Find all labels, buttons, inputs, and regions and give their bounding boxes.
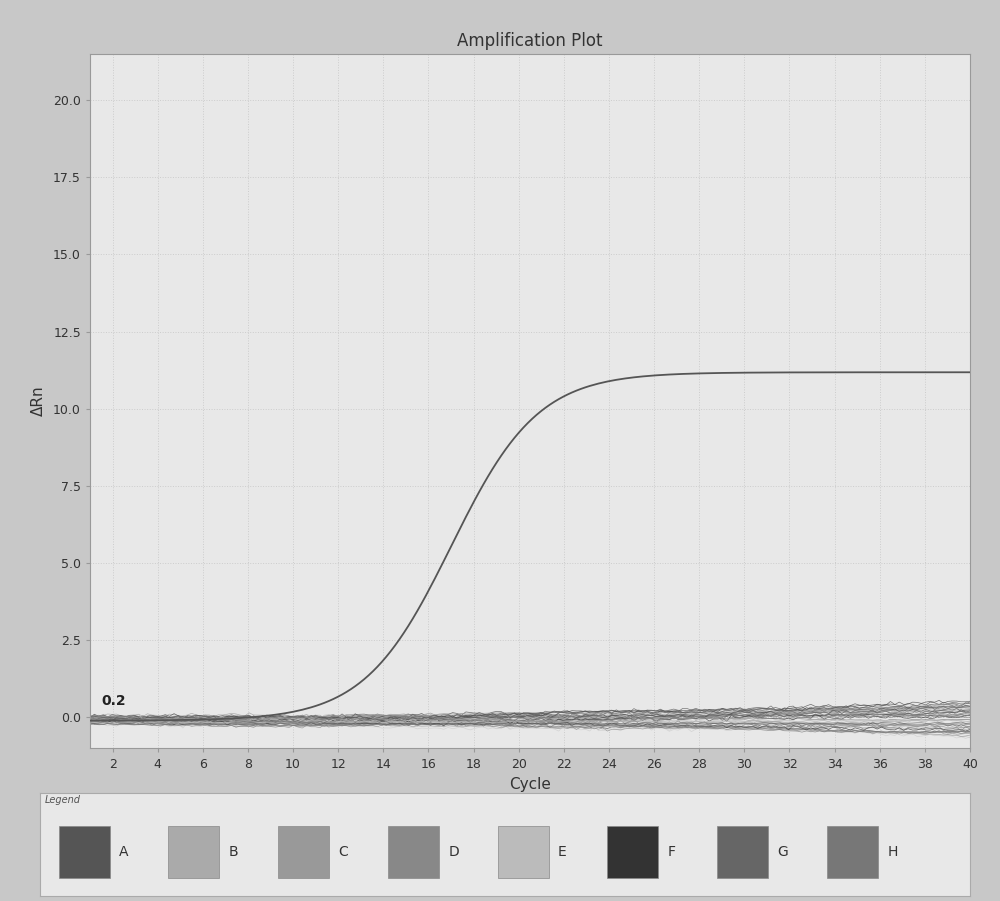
- Text: F: F: [668, 845, 676, 859]
- FancyBboxPatch shape: [388, 826, 439, 878]
- FancyBboxPatch shape: [59, 826, 110, 878]
- FancyBboxPatch shape: [498, 826, 549, 878]
- Text: E: E: [558, 845, 567, 859]
- FancyBboxPatch shape: [278, 826, 329, 878]
- Title: Amplification Plot: Amplification Plot: [457, 32, 603, 50]
- Y-axis label: ΔRn: ΔRn: [31, 386, 46, 416]
- Text: B: B: [229, 845, 238, 859]
- Text: H: H: [887, 845, 898, 859]
- X-axis label: Cycle: Cycle: [509, 778, 551, 793]
- FancyBboxPatch shape: [717, 826, 768, 878]
- Text: G: G: [777, 845, 788, 859]
- FancyBboxPatch shape: [168, 826, 219, 878]
- Text: C: C: [339, 845, 348, 859]
- Text: 0.2: 0.2: [101, 694, 126, 708]
- FancyBboxPatch shape: [607, 826, 658, 878]
- FancyBboxPatch shape: [827, 826, 878, 878]
- Text: A: A: [119, 845, 129, 859]
- Text: D: D: [448, 845, 459, 859]
- Text: Legend: Legend: [45, 795, 81, 805]
